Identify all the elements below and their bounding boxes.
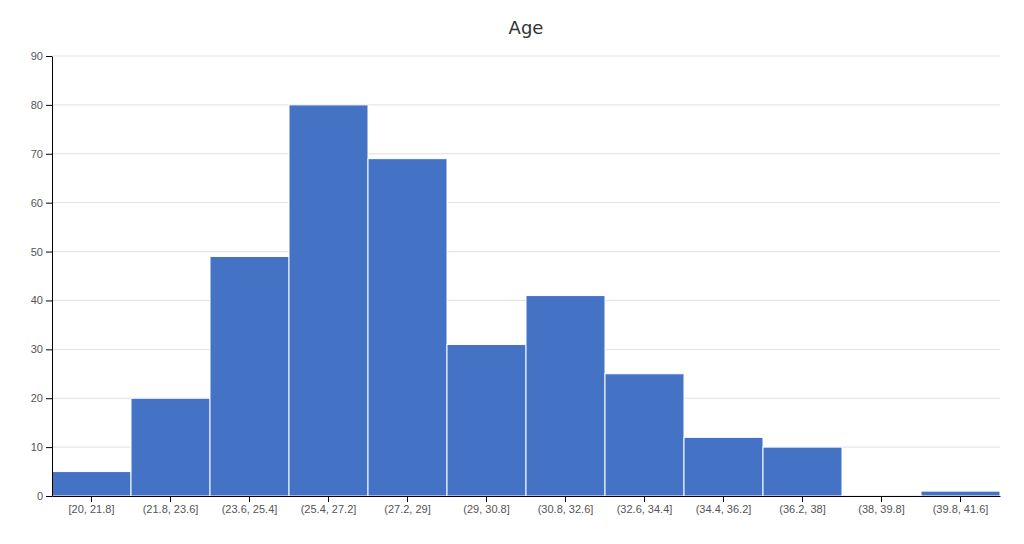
grid-line [52,153,1000,154]
y-tick-mark [46,447,52,448]
y-tick: 40 [31,294,52,306]
y-tick: 70 [31,148,52,160]
x-tick-label: (21.8, 23.6] [143,503,199,515]
y-axis: 0 10 20 30 40 50 60 70 80 90 [31,50,53,502]
y-tick-mark [46,252,52,253]
y-tick-label: 70 [31,148,43,160]
x-tick-mark [802,496,803,502]
x-tick: (27.2, 29] [384,496,430,515]
grid-line [52,104,1000,105]
x-tick: (34.4, 36.2] [696,496,752,515]
x-tick: (29, 30.8] [463,496,509,515]
grid-line [52,251,1000,252]
x-tick-label: [20, 21.8] [69,503,115,515]
plot: 0 10 20 30 40 50 60 70 80 90 [20, 21.8] (21.8, 23.6… [31,50,1001,515]
bar [289,105,368,496]
x-tick-mark [644,496,645,502]
bar [526,296,605,496]
title: Age [509,17,544,38]
x-tick-mark [328,496,329,502]
x-tick-label: (38, 39.8] [858,503,904,515]
y-tick-mark [46,349,52,350]
y-tick-label: 0 [37,490,43,502]
y-tick: 20 [31,392,52,404]
x-tick: (36.2, 38] [779,496,825,515]
x-tick-label: (32.6, 34.4] [617,503,673,515]
bar [368,159,447,496]
y-tick-label: 20 [31,392,43,404]
x-tick: (30.8, 32.6] [538,496,594,515]
y-tick: 10 [31,441,52,453]
x-tick-label: (27.2, 29] [384,503,430,515]
y-tick-mark [46,300,52,301]
y-tick-mark [46,203,52,204]
bar [684,437,763,496]
bar [605,374,684,496]
grid-line [52,56,1000,57]
x-tick: (23.6, 25.4] [222,496,278,515]
x-tick-label: (23.6, 25.4] [222,503,278,515]
x-tick-label: (30.8, 32.6] [538,503,594,515]
y-tick-label: 40 [31,294,43,306]
y-tick-mark [46,105,52,106]
x-tick: (38, 39.8] [858,496,904,515]
bar [842,496,921,497]
y-tick-label: 60 [31,197,43,209]
bar [131,398,210,496]
bar [210,256,289,496]
x-axis-line [53,496,1001,497]
x-tick-mark [486,496,487,502]
x-tick-label: (34.4, 36.2] [696,503,752,515]
y-tick: 50 [31,246,52,258]
bar [447,344,526,496]
x-tick-mark [723,496,724,502]
x-axis: [20, 21.8] (21.8, 23.6] (23.6, 25.4] (25.4,… [53,496,1001,515]
y-axis-line [52,57,53,497]
x-tick-mark [407,496,408,502]
y-tick-label: 80 [31,99,43,111]
bar [921,491,1000,496]
x-tick-mark [881,496,882,502]
y-tick-label: 50 [31,246,43,258]
x-tick: [20, 21.8] [69,496,115,515]
y-tick: 60 [31,197,52,209]
grid [52,56,1000,496]
y-tick-label: 90 [31,50,43,62]
y-tick-label: 10 [31,441,43,453]
chart: 0 10 20 30 40 50 60 70 80 90 [20, 21.8] (21.8, 23.6… [0,0,1024,544]
y-tick-mark [46,398,52,399]
y-tick-mark [46,154,52,155]
grid-line [52,202,1000,203]
x-tick-label: (36.2, 38] [779,503,825,515]
bars [52,105,1000,496]
y-tick: 0 [37,490,52,502]
y-tick: 30 [31,343,52,355]
y-tick-mark [46,496,52,497]
x-tick-mark [960,496,961,502]
bar [763,447,842,496]
y-tick: 90 [31,50,52,62]
x-tick: (32.6, 34.4] [617,496,673,515]
x-tick-label: (29, 30.8] [463,503,509,515]
x-tick-label: (39.8, 41.6] [933,503,989,515]
x-tick-label: (25.4, 27.2] [301,503,357,515]
x-tick: (21.8, 23.6] [143,496,199,515]
x-tick-mark [170,496,171,502]
x-tick: (39.8, 41.6] [933,496,989,515]
x-tick-mark [91,496,92,502]
bar [52,472,131,496]
x-tick-mark [565,496,566,502]
y-tick-label: 30 [31,343,43,355]
x-tick: (25.4, 27.2] [301,496,357,515]
y-tick: 80 [31,99,52,111]
x-tick-mark [249,496,250,502]
y-tick-mark [46,56,52,57]
